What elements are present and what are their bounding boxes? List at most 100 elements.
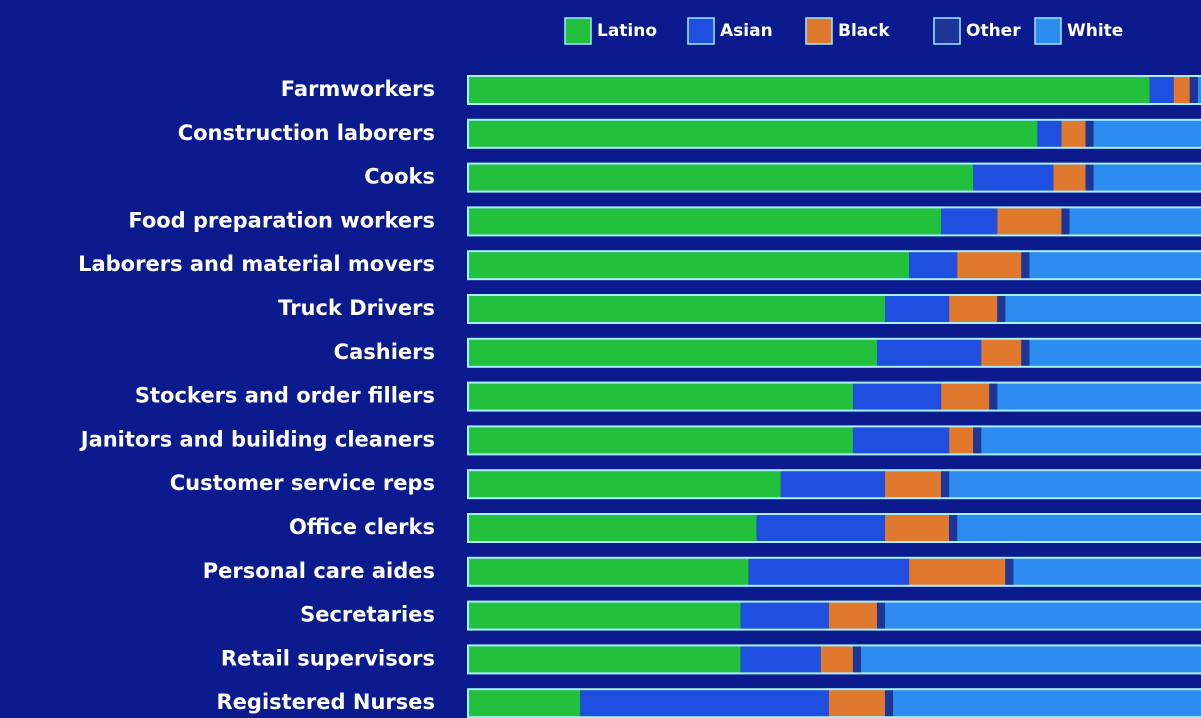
bar-segment — [852, 382, 942, 411]
bar-segment — [1085, 163, 1094, 192]
bar-outline — [467, 688, 1201, 718]
category-label: Personal care aides — [203, 559, 435, 583]
bar-segment — [468, 119, 1038, 148]
legend-swatch — [933, 17, 961, 45]
bar-segment — [941, 382, 990, 411]
bar-segment — [780, 470, 886, 499]
bar-segment — [1037, 119, 1062, 148]
bar-segment — [852, 645, 861, 674]
bar-segment — [1069, 207, 1201, 236]
category-label: Customer service reps — [170, 471, 435, 495]
bar-segment — [885, 514, 950, 542]
bar-segment — [756, 514, 886, 542]
bar-segment — [885, 470, 942, 499]
bar-outline — [467, 337, 1201, 368]
bar-segment — [989, 382, 998, 411]
bar-segment — [1021, 251, 1030, 280]
category-label: Farmworkers — [281, 77, 435, 101]
bar-segment — [949, 470, 1201, 499]
bar-segment — [468, 470, 781, 499]
bar-segment — [941, 470, 950, 499]
bar-segment — [949, 426, 974, 455]
bar-segment — [973, 426, 982, 455]
bar-outline — [467, 75, 1201, 105]
bar-segment — [1005, 295, 1201, 323]
bar-segment — [949, 514, 958, 542]
category-label: Truck Drivers — [278, 296, 435, 320]
bar-segment — [1053, 163, 1086, 192]
bar-outline — [467, 425, 1201, 456]
category-label: Food preparation workers — [128, 208, 435, 232]
bar-segment — [1093, 119, 1201, 148]
bar-segment — [468, 76, 1150, 104]
bar-outline — [467, 250, 1201, 281]
bar-segment — [740, 645, 821, 674]
legend-label: Black — [838, 21, 890, 41]
bar-segment — [468, 382, 853, 411]
bar-segment — [820, 645, 853, 674]
category-label: Cashiers — [334, 340, 435, 364]
category-label: Registered Nurses — [217, 690, 436, 714]
bar-segment — [852, 426, 950, 455]
bar-segment — [885, 295, 950, 323]
bar-segment — [877, 338, 982, 367]
bar-segment — [740, 601, 829, 630]
bar-segment — [981, 338, 1022, 367]
bar-segment — [997, 295, 1006, 323]
bar-segment — [1085, 119, 1094, 148]
bar-segment — [885, 601, 1201, 630]
category-label: Office clerks — [289, 515, 435, 539]
bar-segment — [748, 557, 910, 586]
bar-segment — [468, 557, 749, 586]
bar-segment — [1005, 557, 1014, 586]
bar-segment — [580, 689, 829, 718]
bar-segment — [949, 295, 998, 323]
bar-segment — [909, 557, 1006, 586]
bar-segment — [957, 514, 1201, 542]
bar-segment — [1029, 338, 1201, 367]
bar-segment — [1021, 338, 1030, 367]
legend-label: White — [1067, 21, 1123, 41]
bar-segment — [941, 207, 998, 236]
category-label: Stockers and order fillers — [135, 384, 435, 408]
bar-segment — [860, 645, 1201, 674]
bar-segment — [973, 163, 1054, 192]
bar-segment — [468, 689, 581, 718]
legend-swatch — [687, 17, 715, 45]
legend-swatch — [1034, 17, 1062, 45]
legend-label: Other — [966, 21, 1021, 41]
bar-segment — [468, 645, 741, 674]
bar-outline — [467, 469, 1201, 500]
bar-segment — [1197, 76, 1201, 104]
bar-outline — [467, 600, 1201, 631]
bar-outline — [467, 294, 1201, 324]
bar-outline — [467, 644, 1201, 675]
bar-segment — [957, 251, 1022, 280]
category-label: Construction laborers — [178, 121, 435, 145]
bar-segment — [1149, 76, 1174, 104]
bar-segment — [468, 207, 942, 236]
bar-outline — [467, 206, 1201, 237]
bar-segment — [468, 426, 853, 455]
bar-segment — [893, 689, 1201, 718]
bar-segment — [1029, 251, 1201, 280]
bar-outline — [467, 556, 1201, 587]
bar-segment — [468, 163, 974, 192]
bar-segment — [468, 601, 741, 630]
legend-label: Asian — [720, 21, 773, 41]
category-label: Cooks — [364, 165, 435, 189]
bar-segment — [1189, 76, 1198, 104]
bar-segment — [909, 251, 958, 280]
bar-segment — [997, 382, 1201, 411]
bar-segment — [885, 689, 894, 718]
bar-segment — [1093, 163, 1201, 192]
category-label: Janitors and building cleaners — [79, 427, 435, 451]
bar-segment — [877, 601, 886, 630]
bar-outline — [467, 118, 1201, 149]
bar-outline — [467, 513, 1201, 543]
category-label: Secretaries — [300, 603, 435, 627]
legend-label: Latino — [597, 21, 657, 41]
bar-segment — [828, 601, 878, 630]
legend-swatch — [564, 17, 592, 45]
